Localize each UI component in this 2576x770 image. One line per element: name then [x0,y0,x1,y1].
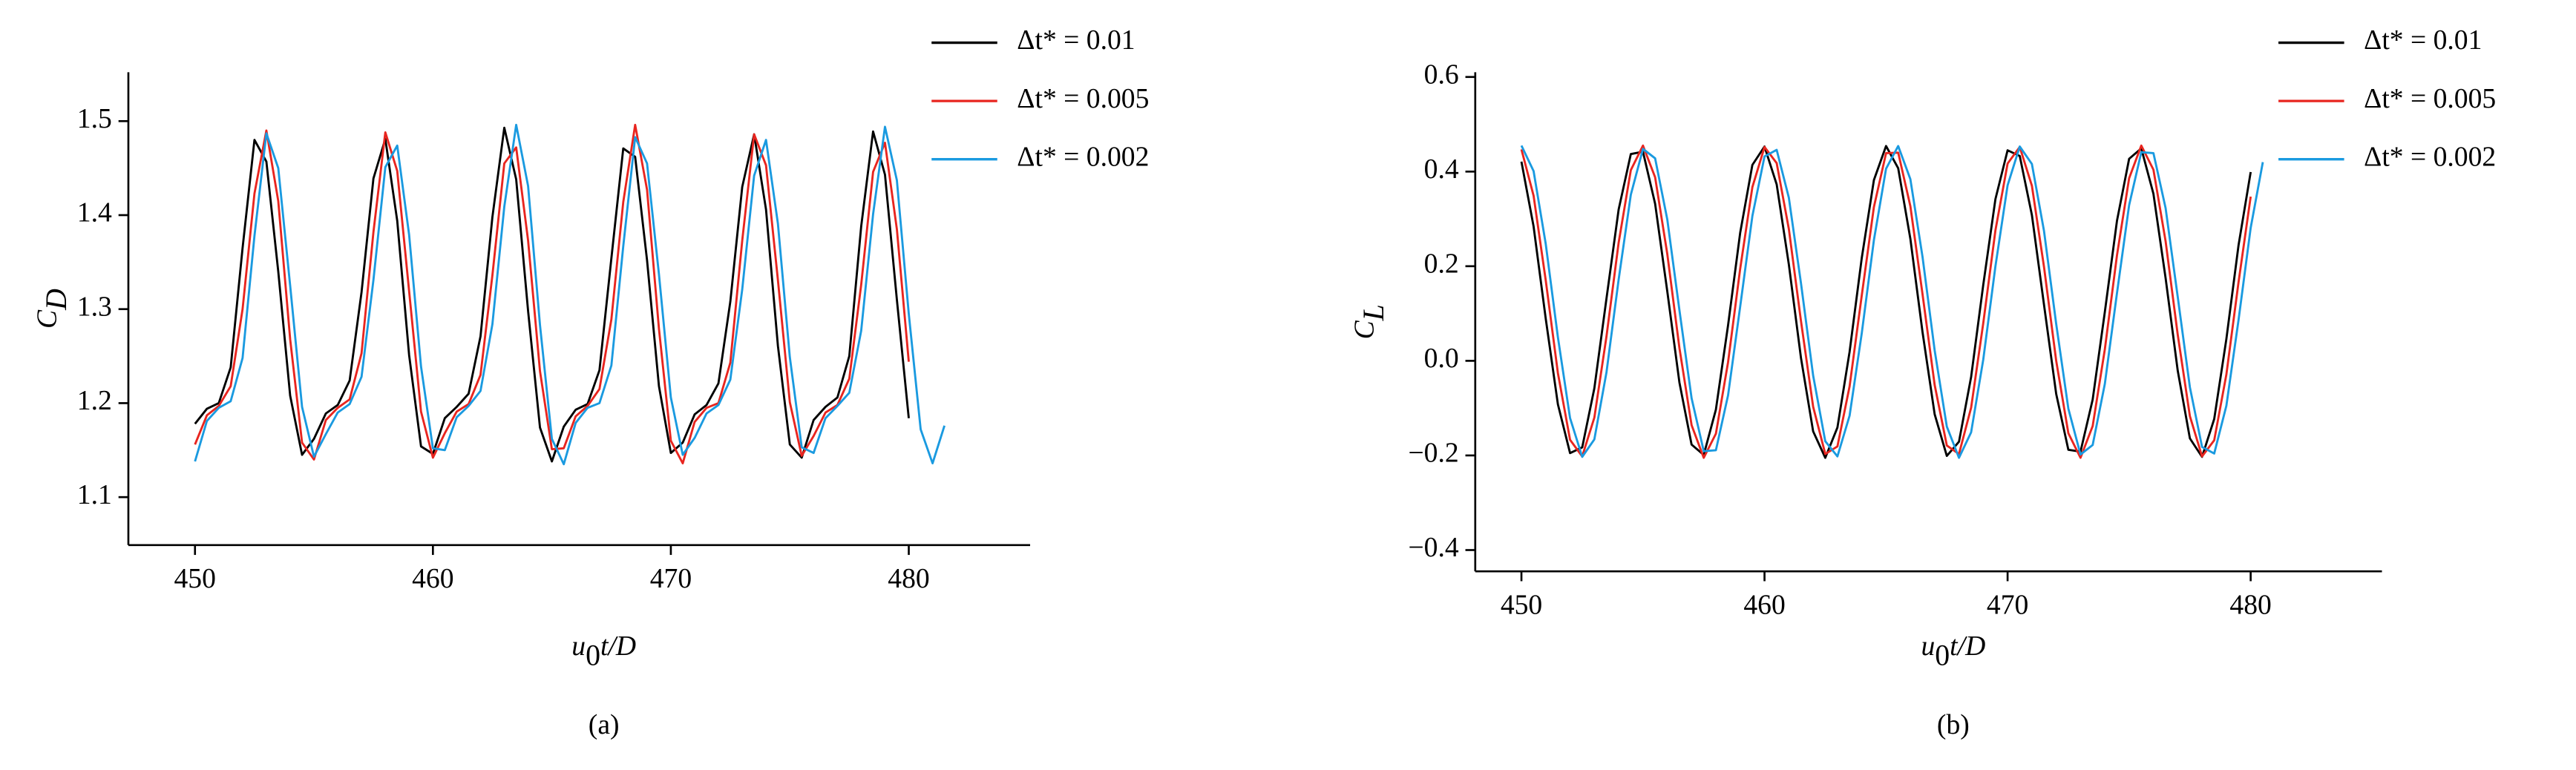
series-line [194,123,945,466]
x-label-sub: 0 [1935,639,1950,672]
series-line [1520,144,2252,459]
x-tick-label: 450 [174,563,216,594]
x-label-sub: 0 [586,639,600,672]
y-label-main: C [31,309,62,329]
x-label-main: u [571,631,586,662]
x-tick-label: 460 [412,563,453,594]
x-label-rest: t/D [600,631,636,662]
y-axis-label: CD [31,289,73,329]
y-label-sub: D [40,289,73,311]
legend-label: Δt* = 0.01 [2364,24,2482,56]
x-tick-label: 470 [1987,590,2028,621]
y-tick-label: 1.4 [77,197,112,228]
series-line [1520,145,2264,459]
series-line [194,123,910,464]
series-line [194,126,910,463]
chart-panel: 450 460 470 480 1.1 1.2 1.3 1.4 1.5 Δt* = 0.01 Δt*… [31,24,1149,740]
legend-label: Δt* = 0.01 [1017,24,1135,56]
y-tick-label: −0.4 [1408,532,1458,563]
legend-label: Δt* = 0.002 [1017,141,1149,172]
y-tick-label: 1.2 [77,385,112,416]
x-tick-label: 470 [650,563,692,594]
y-tick-label: 1.5 [77,103,112,134]
x-axis-label: u0t/D [1921,631,1985,672]
legend-label: Δt* = 0.002 [2364,141,2496,172]
y-axis-label: CL [1348,304,1390,339]
panel-label: (a) [589,709,620,740]
x-tick-label: 450 [1501,590,1542,621]
y-label-main: C [1348,320,1380,339]
y-tick-label: 0.6 [1424,59,1459,90]
y-label-sub: L [1357,304,1390,321]
y-tick-label: 0.4 [1424,154,1459,185]
chart-panel: 450 460 470 480 −0.4 −0.2 0.0 0.2 0.4 0.6 Δt* = 0.… [1348,24,2496,740]
x-tick-label: 460 [1743,590,1785,621]
x-tick-label: 480 [2229,590,2271,621]
x-label-main: u [1921,631,1935,662]
y-tick-label: 0.2 [1424,248,1459,279]
panel-label: (b) [1937,709,1970,740]
x-label-rest: t/D [1950,631,1985,662]
x-axis-label: u0t/D [571,631,636,672]
y-tick-label: −0.2 [1408,438,1458,469]
legend-label: Δt* = 0.005 [2364,83,2496,114]
legend-label: Δt* = 0.005 [1017,83,1149,114]
y-tick-label: 1.3 [77,291,112,322]
y-tick-label: 0.0 [1424,343,1459,374]
y-tick-label: 1.1 [77,479,112,510]
x-tick-label: 480 [888,563,929,594]
